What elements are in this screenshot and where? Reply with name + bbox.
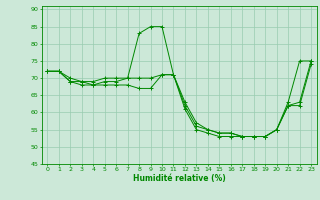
X-axis label: Humidité relative (%): Humidité relative (%)	[133, 174, 226, 183]
